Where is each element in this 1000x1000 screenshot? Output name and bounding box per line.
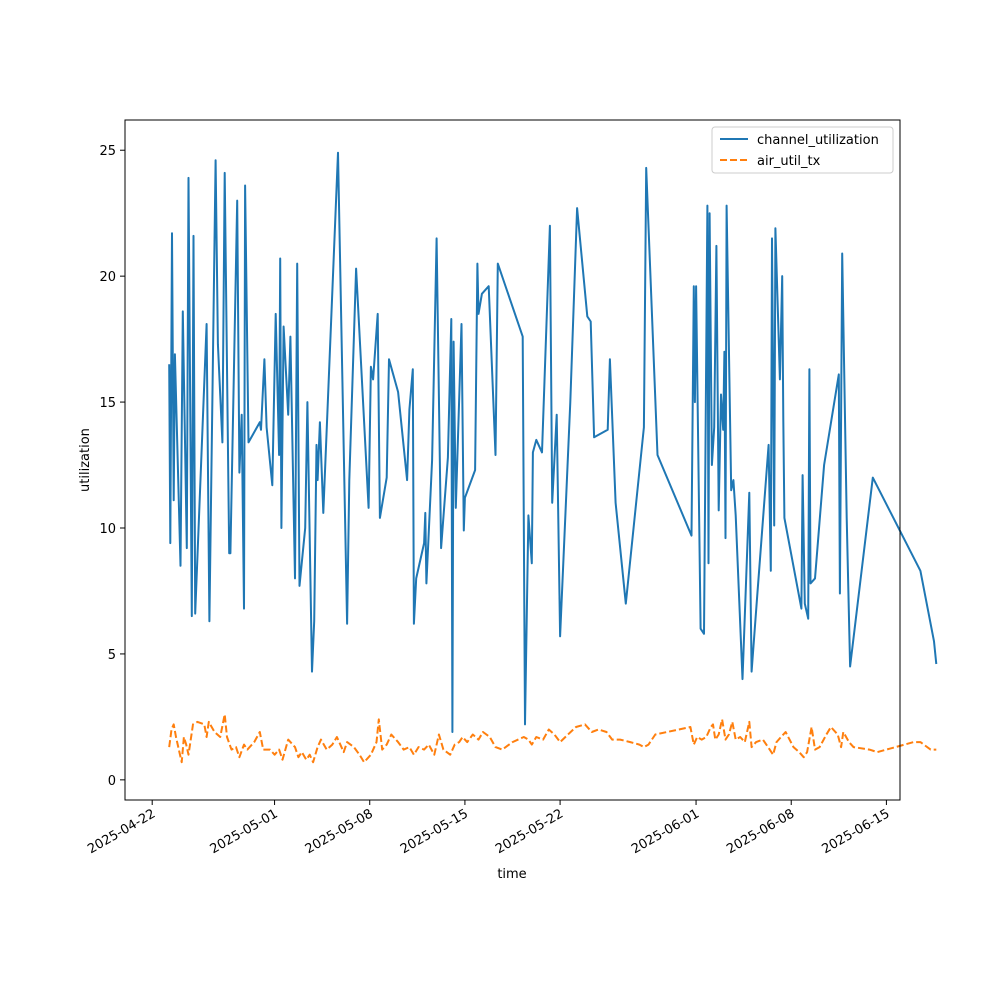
y-tick-label: 0 xyxy=(108,774,116,789)
series-layer xyxy=(168,151,938,764)
y-axis-label: utilization xyxy=(78,428,93,492)
legend: channel_utilization air_util_tx xyxy=(711,126,894,174)
axes-frame xyxy=(124,119,901,801)
series-line-air-util-tx xyxy=(168,713,937,764)
y-axis-ticks: 0 5 10 15 20 25 xyxy=(99,144,125,789)
legend-box xyxy=(711,126,894,174)
x-axis-label: time xyxy=(497,867,526,882)
legend-label-air-util-tx: air_util_tx xyxy=(757,154,821,169)
legend-label-channel-utilization: channel_utilization xyxy=(757,133,879,148)
series-line-channel-utilization xyxy=(168,151,938,733)
y-tick-label: 5 xyxy=(108,648,116,663)
y-tick-label: 20 xyxy=(99,270,116,285)
y-tick-label: 25 xyxy=(99,144,116,159)
y-tick-label: 15 xyxy=(99,396,116,411)
y-tick-label: 10 xyxy=(99,522,116,537)
